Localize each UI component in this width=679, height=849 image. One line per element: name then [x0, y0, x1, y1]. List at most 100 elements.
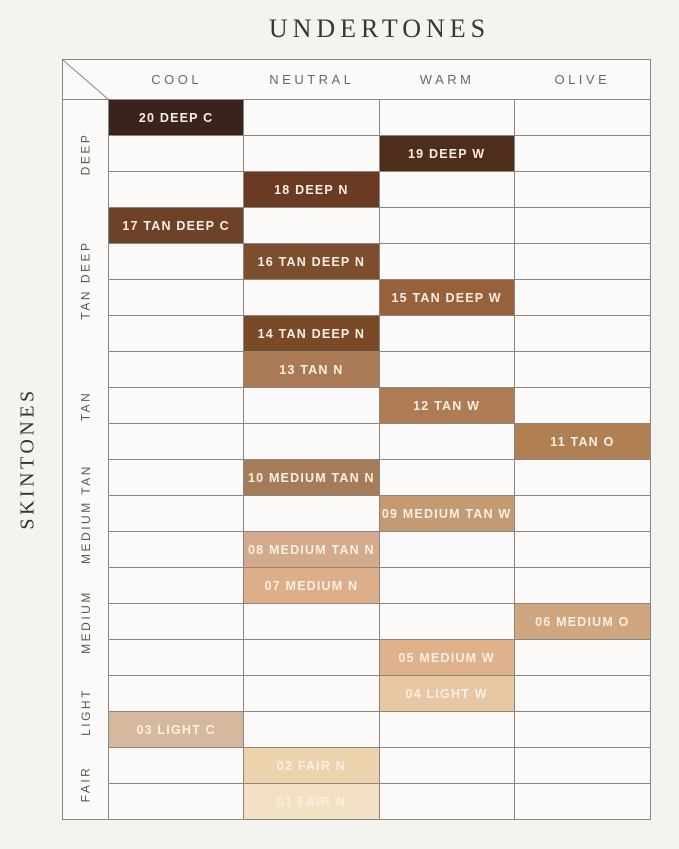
empty-cell: [514, 316, 650, 352]
empty-cell: [109, 676, 245, 712]
empty-cell: [244, 676, 380, 712]
shade-swatch-11-tan-o: 11 TAN O: [514, 424, 650, 460]
shade-swatch-15-tan-deep-w: 15 TAN DEEP W: [379, 280, 515, 316]
empty-cell: [109, 496, 245, 532]
empty-cell: [514, 532, 650, 568]
column-header-row: COOL NEUTRAL WARM OLIVE: [63, 60, 650, 100]
empty-cell: [244, 136, 380, 172]
row-group-medium-tan: MEDIUM TAN: [63, 460, 108, 568]
empty-cell: [379, 208, 515, 244]
row-group-label-medium: MEDIUM: [78, 590, 93, 654]
corner-diagonal-line: [63, 60, 109, 100]
empty-cell: [379, 100, 515, 136]
shade-swatch-14-tan-deep-n: 14 TAN DEEP N: [244, 316, 380, 352]
empty-cell: [109, 640, 245, 676]
row-group-deep: DEEP: [63, 100, 108, 208]
shade-swatch-08-medium-tan-n: 08 MEDIUM TAN N: [244, 532, 380, 568]
empty-cell: [244, 640, 380, 676]
empty-cell: [109, 748, 245, 784]
empty-cell: [379, 316, 515, 352]
empty-cell: [514, 172, 650, 208]
skintones-axis-title: SKINTONES: [16, 386, 39, 530]
empty-cell: [109, 388, 245, 424]
row-group-label-fair: FAIR: [78, 765, 93, 803]
shade-swatch-10-medium-tan-n: 10 MEDIUM TAN N: [244, 460, 380, 496]
empty-cell: [514, 208, 650, 244]
empty-cell: [514, 388, 650, 424]
empty-cell: [244, 280, 380, 316]
empty-cell: [379, 532, 515, 568]
empty-cell: [379, 424, 515, 460]
shade-swatch-02-fair-n: 02 FAIR N: [244, 748, 380, 784]
shade-matching-chart: COOL NEUTRAL WARM OLIVE DEEP TAN DEEP TAN MEDI…: [62, 59, 651, 820]
empty-cell: [109, 172, 245, 208]
empty-cell: [109, 352, 245, 388]
shade-swatch-07-medium-n: 07 MEDIUM N: [244, 568, 380, 604]
row-group-tan: TAN: [63, 352, 108, 460]
empty-cell: [514, 280, 650, 316]
empty-cell: [109, 280, 245, 316]
empty-cell: [244, 100, 380, 136]
empty-cell: [109, 532, 245, 568]
empty-cell: [514, 352, 650, 388]
corner-cell: [63, 60, 109, 100]
empty-cell: [514, 136, 650, 172]
row-group-light: LIGHT: [63, 676, 108, 748]
shade-swatch-05-medium-w: 05 MEDIUM W: [379, 640, 515, 676]
empty-cell: [379, 568, 515, 604]
row-group-medium: MEDIUM: [63, 568, 108, 676]
empty-cell: [109, 316, 245, 352]
empty-cell: [109, 424, 245, 460]
shade-swatch-06-medium-o: 06 MEDIUM O: [514, 604, 650, 640]
empty-cell: [379, 460, 515, 496]
row-group-label-tan-deep: TAN DEEP: [78, 240, 93, 320]
empty-cell: [244, 712, 380, 748]
empty-cell: [514, 496, 650, 532]
shade-swatch-13-tan-n: 13 TAN N: [244, 352, 380, 388]
empty-cell: [109, 460, 245, 496]
row-group-label-medium-tan: MEDIUM TAN: [78, 464, 93, 564]
empty-cell: [244, 388, 380, 424]
row-group-tan-deep: TAN DEEP: [63, 208, 108, 352]
empty-cell: [514, 244, 650, 280]
shade-swatch-01-fair-n: 01 FAIR N: [244, 784, 380, 819]
empty-cell: [514, 676, 650, 712]
skintone-groups: DEEP TAN DEEP TAN MEDIUM TAN MEDIUM LIGHT FAIR: [63, 100, 109, 819]
empty-cell: [514, 100, 650, 136]
shade-swatch-03-light-c: 03 LIGHT C: [109, 712, 245, 748]
row-group-label-tan: TAN: [78, 390, 93, 422]
empty-cell: [244, 496, 380, 532]
column-header-olive: OLIVE: [554, 72, 611, 87]
empty-cell: [379, 784, 515, 819]
empty-cell: [244, 604, 380, 640]
shade-swatch-20-deep-c: 20 DEEP C: [109, 100, 245, 136]
skintones-axis-title-wrap: SKINTONES: [2, 300, 54, 616]
row-group-label-deep: DEEP: [78, 132, 93, 176]
empty-cell: [514, 460, 650, 496]
chart-body: DEEP TAN DEEP TAN MEDIUM TAN MEDIUM LIGHT FAIR…: [63, 100, 650, 819]
empty-cell: [244, 424, 380, 460]
empty-cell: [244, 208, 380, 244]
empty-cell: [379, 172, 515, 208]
shade-swatch-19-deep-w: 19 DEEP W: [379, 136, 515, 172]
shade-swatch-16-tan-deep-n: 16 TAN DEEP N: [244, 244, 380, 280]
shade-swatch-12-tan-w: 12 TAN W: [379, 388, 515, 424]
empty-cell: [514, 784, 650, 819]
row-group-label-light: LIGHT: [78, 688, 93, 736]
empty-cell: [379, 352, 515, 388]
row-group-fair: FAIR: [63, 748, 108, 819]
shade-swatch-18-deep-n: 18 DEEP N: [244, 172, 380, 208]
empty-cell: [109, 136, 245, 172]
empty-cell: [109, 568, 245, 604]
shade-grid: 20 DEEP C 19 DEEP W 18 DEEP N 17 TAN DEEP C…: [109, 100, 650, 819]
shade-swatch-09-medium-tan-w: 09 MEDIUM TAN W: [379, 496, 515, 532]
empty-cell: [109, 784, 245, 819]
undertones-axis-title: UNDERTONES: [268, 14, 491, 43]
empty-cell: [514, 712, 650, 748]
shade-swatch-17-tan-deep-c: 17 TAN DEEP C: [109, 208, 245, 244]
empty-cell: [379, 712, 515, 748]
column-header-warm: WARM: [419, 72, 475, 87]
empty-cell: [379, 748, 515, 784]
column-header-neutral: NEUTRAL: [269, 72, 355, 87]
empty-cell: [514, 568, 650, 604]
